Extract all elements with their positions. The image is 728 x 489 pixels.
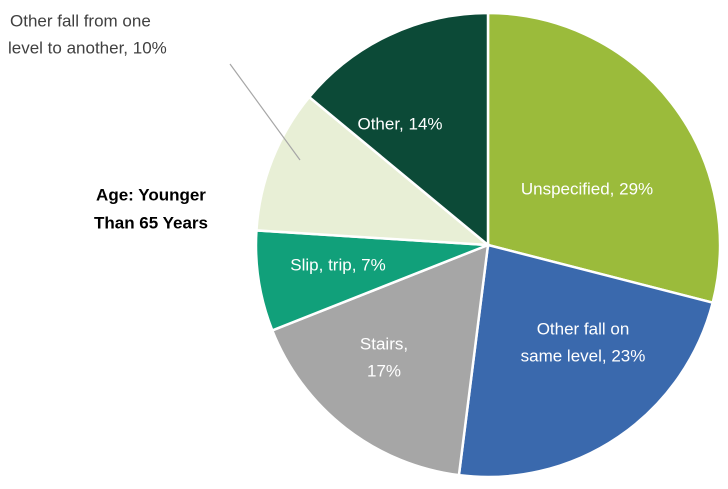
chart-title: Age: Younger [96, 185, 206, 204]
data-label: Other fall from one [10, 11, 151, 30]
pie [254, 11, 722, 479]
chart-title: Than 65 Years [94, 213, 208, 232]
pie-slice [307, 11, 490, 248]
data-label: Unspecified, 29% [521, 179, 653, 198]
data-label: Stairs, [360, 334, 408, 353]
leader-line [229, 63, 301, 161]
pie-slice [255, 95, 492, 247]
pie-slice [254, 229, 489, 333]
data-label: Other, 14% [357, 114, 442, 133]
data-label: 17% [367, 361, 401, 380]
pie-slice [486, 11, 722, 305]
data-label: Slip, trip, 7% [290, 255, 385, 274]
data-label: same level, 23% [521, 346, 646, 365]
pie-slice [270, 243, 490, 477]
data-label: level to another, 10% [8, 38, 167, 57]
data-label: Other fall on [537, 319, 630, 338]
pie-slice [457, 243, 715, 479]
